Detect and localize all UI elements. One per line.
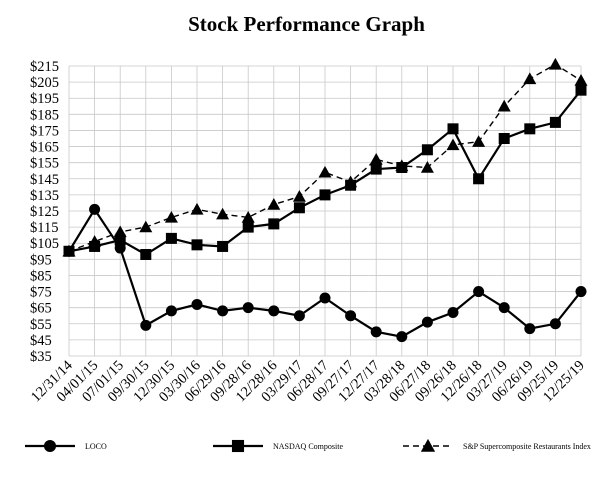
legend-marker-square [231,439,245,453]
data-point-square [447,123,459,135]
legend-marker-triangle [420,438,436,452]
data-point-circle [396,331,408,343]
data-point-triangle [139,220,153,233]
legend-item: LOCO [25,439,107,453]
y-tick-label: $75 [30,285,52,301]
data-point-circle [191,298,203,310]
y-tick-label: $105 [30,236,59,252]
series-lines [62,57,588,343]
data-point-circle [319,292,331,304]
data-point-triangle [318,165,332,178]
data-point-triangle [420,161,434,173]
data-point-square [114,234,126,246]
y-tick-label: $195 [30,91,59,107]
y-tick-label: $45 [30,333,52,349]
y-tick-label: $65 [30,301,52,317]
y-tick-label: $55 [30,317,52,333]
legend-label: LOCO [85,442,107,451]
series-line-triangle [68,63,582,252]
y-tick-label: $85 [30,268,52,284]
data-point-triangle [216,207,230,220]
y-tick-label: $145 [30,172,59,188]
y-tick-label: $155 [30,156,59,172]
data-point-circle [89,203,101,215]
data-point-square [473,173,485,185]
data-point-circle [498,302,510,314]
legend-marker-circle [43,439,57,453]
y-tick-label: $215 [30,59,59,75]
data-point-triangle [548,57,562,70]
data-point-square [524,123,536,135]
data-point-square [370,163,382,175]
y-tick-label: $175 [30,123,59,139]
data-point-circle [549,318,561,330]
data-point-triangle [472,135,486,147]
y-tick-label: $205 [30,75,59,91]
data-point-square [217,240,229,252]
data-point-circle [473,286,485,298]
data-point-circle [293,310,305,322]
data-point-circle [268,305,280,317]
legend-item: S&P Supercomposite Restaurants Index [403,438,591,452]
legend: LOCO NASDAQ Composite S&P Supercomposite R… [25,438,591,453]
y-tick-labels: $35$45$55$65$75$85$95$105$115$125$135$14… [30,59,59,365]
data-point-square [165,232,177,244]
data-point-triangle [241,210,255,223]
data-point-triangle [113,225,127,238]
data-point-circle [217,305,229,317]
data-point-square [421,144,433,156]
data-point-triangle [190,202,204,215]
data-point-square [319,189,331,201]
y-tick-label: $95 [30,252,52,268]
data-point-triangle [523,72,537,85]
data-point-circle [345,310,357,322]
data-point-triangle [164,210,178,223]
data-point-circle [524,323,536,335]
data-point-triangle [292,190,306,202]
data-point-triangle [574,74,588,86]
y-tick-label: $135 [30,188,59,204]
data-point-square [498,133,510,144]
data-point-triangle [395,159,409,172]
legend-item: NASDAQ Composite [213,439,343,453]
data-point-circle [575,286,587,298]
data-point-circle [447,307,459,318]
chart-title: Stock Performance Graph [188,12,425,36]
data-point-square [293,202,305,214]
data-point-triangle [446,138,460,151]
legend-label: S&P Supercomposite Restaurants Index [463,442,591,451]
legend-label: NASDAQ Composite [273,442,343,451]
data-point-square [575,84,587,96]
data-point-triangle [344,175,358,188]
data-point-circle [165,305,177,317]
data-point-triangle [62,244,76,257]
data-point-square [191,239,203,251]
data-point-square [140,249,152,260]
data-point-triangle [88,235,102,247]
y-tick-label: $115 [30,220,58,236]
data-point-triangle [369,152,383,165]
y-tick-label: $125 [30,204,59,220]
data-point-triangle [267,198,281,210]
y-tick-label: $35 [30,349,52,365]
data-point-square [268,218,280,230]
data-point-square [549,116,561,128]
x-tick-labels: 12/31/1404/01/1507/01/1509/30/1512/30/15… [28,357,588,405]
data-point-square [242,221,254,233]
y-tick-label: $185 [30,107,59,123]
data-point-triangle [497,99,511,112]
data-point-circle [140,319,152,331]
data-point-circle [421,316,433,328]
data-point-circle [370,326,382,338]
y-tick-label: $165 [30,140,59,156]
data-point-circle [242,302,254,314]
